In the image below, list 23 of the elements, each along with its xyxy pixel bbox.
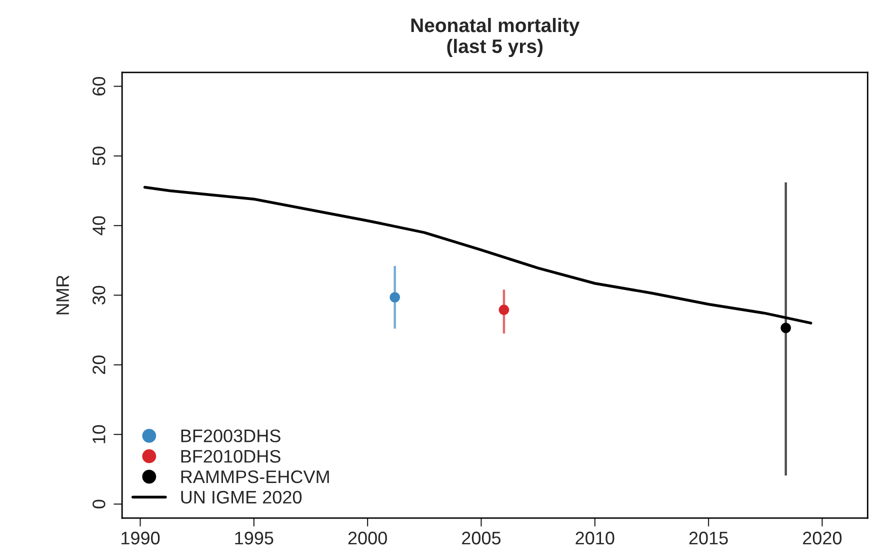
x-tick-label: 2020 <box>803 532 842 544</box>
y-tick-label: 20 <box>92 356 106 374</box>
y-tick-label: 40 <box>92 216 106 236</box>
x-tick-label: 1990 <box>122 532 160 544</box>
x-tick-label: 2015 <box>689 532 728 544</box>
y-axis-title: NMR <box>56 275 69 314</box>
point <box>390 292 400 302</box>
y-tick-label: 0 <box>92 500 106 508</box>
legend-label: UN IGME 2020 <box>181 490 302 504</box>
y-tick-label: 60 <box>92 77 106 96</box>
x-tick-label: 2005 <box>462 532 501 544</box>
point <box>498 304 510 315</box>
y-tick-label: 30 <box>92 286 106 305</box>
x-tick-label: 2010 <box>576 532 614 544</box>
chart-title: Neonatal mortality (last 5 yrs) <box>411 18 580 57</box>
x-tick-label: 1995 <box>235 532 274 544</box>
y-tick-label: 50 <box>92 146 106 166</box>
x-tick-label: 2000 <box>348 532 387 544</box>
legend-label: RAMMPS-EHCVM <box>181 470 329 484</box>
legend-label: BF2003DHS <box>181 429 280 442</box>
legend-label: BF2010DHS <box>181 450 280 463</box>
point <box>780 322 791 334</box>
y-tick-label: 10 <box>92 425 106 444</box>
